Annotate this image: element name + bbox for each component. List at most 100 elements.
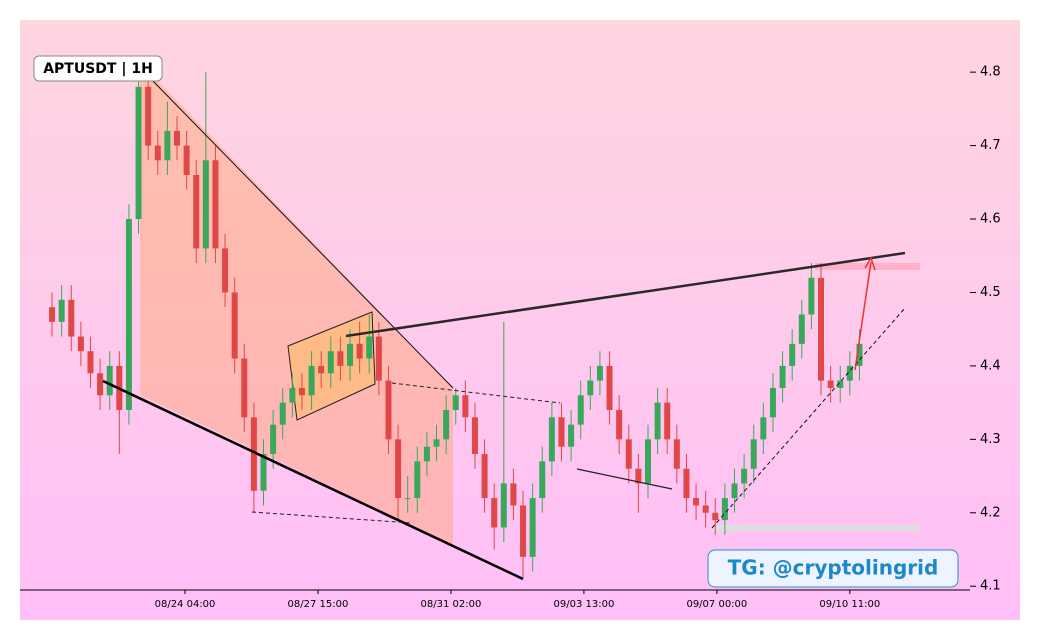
candle-body bbox=[125, 219, 132, 410]
candle-body bbox=[452, 395, 459, 410]
x-tick-label: 08/27 15:00 bbox=[288, 599, 349, 610]
candle-body bbox=[721, 498, 728, 521]
candle-body bbox=[135, 86, 142, 220]
candle-body bbox=[779, 365, 786, 388]
x-tick-label: 08/24 04:00 bbox=[155, 599, 216, 610]
candle-body bbox=[87, 351, 94, 374]
candle-body bbox=[289, 387, 296, 403]
candle-body bbox=[433, 439, 440, 447]
wedge-bottom bbox=[102, 379, 524, 581]
candle-body bbox=[231, 292, 238, 359]
y-tick-label: 4.3 bbox=[980, 432, 1001, 447]
candle-body bbox=[356, 343, 363, 359]
candle-body bbox=[241, 358, 248, 418]
candle-body bbox=[769, 387, 776, 418]
x-tick-label: 09/07 00:00 bbox=[686, 599, 747, 610]
watermark-box bbox=[707, 549, 959, 588]
y-tick-label: 4.4 bbox=[980, 358, 1001, 373]
arrow bbox=[854, 261, 872, 371]
candle-body bbox=[635, 468, 642, 484]
candle-body bbox=[837, 380, 844, 388]
candle-body bbox=[318, 365, 325, 374]
x-tick-label: 08/31 02:00 bbox=[421, 599, 482, 610]
candle-body bbox=[97, 373, 104, 396]
channel-line bbox=[576, 468, 673, 490]
candle-body bbox=[49, 307, 56, 322]
candle-body bbox=[58, 299, 65, 322]
candle-body bbox=[395, 439, 402, 499]
candle-body bbox=[443, 409, 450, 440]
candle-body bbox=[77, 336, 84, 352]
candle-body bbox=[827, 380, 834, 388]
candle-body bbox=[664, 402, 671, 440]
candle-body bbox=[375, 336, 382, 381]
chart-title: APTUSDT | 1H bbox=[43, 61, 153, 77]
candle-body bbox=[760, 417, 767, 440]
candle-body bbox=[173, 130, 180, 146]
candle-body bbox=[385, 380, 392, 440]
resistance-zone bbox=[815, 263, 920, 270]
candle-body bbox=[539, 461, 546, 499]
y-tick-label: 4.5 bbox=[980, 285, 1001, 300]
candle-body bbox=[212, 160, 219, 249]
y-tick-label: 4.7 bbox=[980, 138, 1001, 153]
candle-body bbox=[183, 145, 190, 175]
candle-body bbox=[154, 145, 161, 161]
candle-body bbox=[491, 498, 498, 528]
candle-body bbox=[846, 365, 853, 381]
x-tick-label: 09/10 11:00 bbox=[819, 599, 880, 610]
candle-body bbox=[520, 505, 527, 557]
candle-body bbox=[731, 483, 738, 499]
candle-body bbox=[347, 343, 354, 366]
candle-body bbox=[327, 351, 334, 374]
axes: 4.1 4.2 4.3 4.4 4.5 4.6 4.7 4.8 08/24 04:00 08/27… bbox=[155, 65, 1001, 610]
candle-body bbox=[202, 160, 209, 249]
candle-body bbox=[750, 439, 757, 469]
candle-body bbox=[481, 454, 488, 499]
candle-body bbox=[404, 498, 411, 500]
candles bbox=[49, 72, 863, 579]
candle-body bbox=[462, 395, 469, 418]
candle-body bbox=[693, 498, 700, 506]
candle-body bbox=[818, 277, 825, 381]
dashed-line bbox=[251, 511, 413, 524]
candle-body bbox=[654, 402, 661, 440]
candle-body bbox=[164, 130, 171, 161]
candle-body bbox=[606, 365, 613, 410]
y-tick-label: 4.6 bbox=[980, 212, 1001, 227]
candle-body bbox=[471, 417, 478, 455]
candle-body bbox=[856, 343, 863, 366]
candle-body bbox=[337, 351, 344, 366]
y-tick-label: 4.1 bbox=[980, 579, 1001, 594]
candle-body bbox=[510, 483, 517, 506]
drawings bbox=[102, 77, 906, 581]
wedge-top bbox=[149, 77, 454, 389]
candle-body bbox=[298, 387, 305, 396]
candle-body bbox=[596, 365, 603, 381]
candle-body bbox=[673, 439, 680, 469]
candle-body bbox=[568, 424, 575, 447]
title-box bbox=[33, 55, 163, 82]
watermark: TG: @cryptolingrid bbox=[728, 556, 939, 580]
candle-body bbox=[68, 299, 75, 337]
candle-body bbox=[741, 468, 748, 484]
candle-body bbox=[577, 395, 584, 425]
candle-body bbox=[529, 498, 536, 557]
candle-body bbox=[625, 439, 632, 469]
candle-body bbox=[106, 365, 113, 396]
candle-body bbox=[558, 417, 565, 447]
candle-body bbox=[145, 86, 152, 146]
candle-body bbox=[260, 454, 267, 491]
candle-body bbox=[270, 424, 277, 455]
candle-body bbox=[587, 380, 594, 396]
y-tick-label: 4.8 bbox=[980, 65, 1001, 80]
candle-body bbox=[193, 174, 200, 249]
candle-body bbox=[414, 461, 421, 499]
candle-body bbox=[222, 248, 229, 293]
plot-background bbox=[20, 20, 1020, 620]
candle-body bbox=[702, 505, 709, 513]
arrow-head bbox=[864, 256, 876, 271]
dashed-line bbox=[391, 382, 561, 404]
